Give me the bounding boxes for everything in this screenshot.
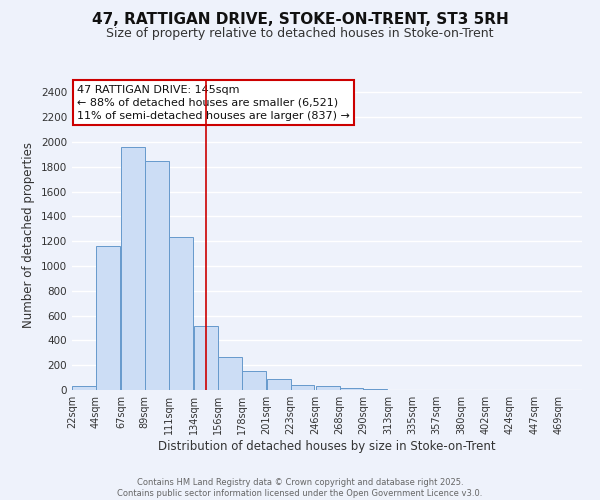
Bar xyxy=(364,389,388,390)
X-axis label: Distribution of detached houses by size in Stoke-on-Trent: Distribution of detached houses by size … xyxy=(158,440,496,453)
Bar xyxy=(194,326,218,390)
Bar xyxy=(290,385,314,390)
Bar xyxy=(169,238,193,390)
Bar xyxy=(121,147,145,390)
Bar xyxy=(340,388,364,390)
Y-axis label: Number of detached properties: Number of detached properties xyxy=(22,142,35,328)
Text: Size of property relative to detached houses in Stoke-on-Trent: Size of property relative to detached ho… xyxy=(106,28,494,40)
Bar xyxy=(316,386,340,390)
Bar xyxy=(266,380,290,390)
Bar xyxy=(218,356,242,390)
Bar xyxy=(96,246,120,390)
Text: 47, RATTIGAN DRIVE, STOKE-ON-TRENT, ST3 5RH: 47, RATTIGAN DRIVE, STOKE-ON-TRENT, ST3 … xyxy=(92,12,508,28)
Bar xyxy=(72,386,96,390)
Text: 47 RATTIGAN DRIVE: 145sqm
← 88% of detached houses are smaller (6,521)
11% of se: 47 RATTIGAN DRIVE: 145sqm ← 88% of detac… xyxy=(77,84,350,121)
Text: Contains HM Land Registry data © Crown copyright and database right 2025.
Contai: Contains HM Land Registry data © Crown c… xyxy=(118,478,482,498)
Bar xyxy=(242,372,266,390)
Bar xyxy=(145,160,169,390)
